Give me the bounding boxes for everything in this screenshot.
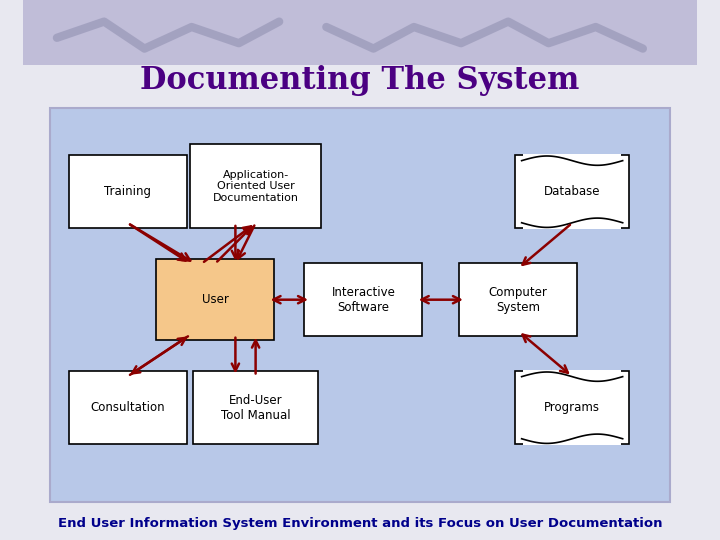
FancyBboxPatch shape <box>523 438 621 445</box>
FancyBboxPatch shape <box>515 156 629 228</box>
Text: Training: Training <box>104 185 151 198</box>
FancyBboxPatch shape <box>305 263 423 336</box>
FancyBboxPatch shape <box>523 222 621 230</box>
FancyBboxPatch shape <box>515 372 629 444</box>
FancyBboxPatch shape <box>523 370 621 380</box>
Text: Programs: Programs <box>544 401 600 414</box>
Text: Interactive
Software: Interactive Software <box>331 286 395 314</box>
FancyBboxPatch shape <box>23 0 697 65</box>
FancyBboxPatch shape <box>50 108 670 502</box>
FancyBboxPatch shape <box>68 372 186 444</box>
FancyBboxPatch shape <box>156 259 274 340</box>
Text: Computer
System: Computer System <box>489 286 548 314</box>
Text: Consultation: Consultation <box>90 401 165 414</box>
Text: End User Information System Environment and its Focus on User Documentation: End User Information System Environment … <box>58 517 662 530</box>
Text: User: User <box>202 293 229 306</box>
Text: Application-
Oriented User
Documentation: Application- Oriented User Documentation <box>212 170 299 203</box>
Text: Database: Database <box>544 185 600 198</box>
FancyBboxPatch shape <box>23 65 697 97</box>
FancyBboxPatch shape <box>190 144 321 228</box>
FancyBboxPatch shape <box>523 154 621 164</box>
FancyBboxPatch shape <box>68 156 186 228</box>
Text: End-User
Tool Manual: End-User Tool Manual <box>221 394 290 422</box>
FancyBboxPatch shape <box>459 263 577 336</box>
Text: Documenting The System: Documenting The System <box>140 65 580 97</box>
FancyBboxPatch shape <box>193 372 318 444</box>
